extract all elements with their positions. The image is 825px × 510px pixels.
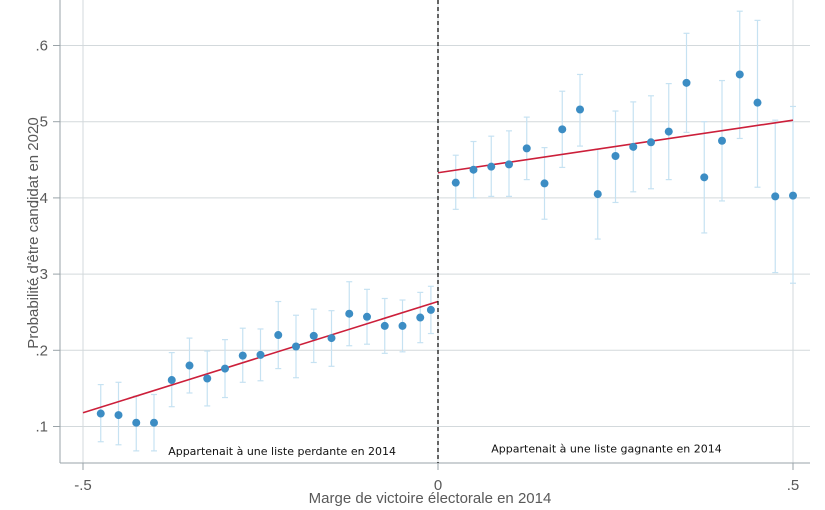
data-point — [416, 313, 425, 322]
data-point — [540, 179, 549, 188]
data-point — [451, 178, 460, 187]
data-point — [426, 305, 435, 314]
data-point — [487, 162, 496, 171]
data-point — [398, 321, 407, 330]
data-point — [327, 334, 336, 343]
data-point — [96, 409, 105, 418]
y-tick-label: .1 — [35, 419, 48, 436]
x-tick-label: .5 — [787, 477, 800, 494]
x-axis-title: Marge de victoire électorale en 2014 — [309, 490, 552, 507]
data-point — [753, 98, 762, 107]
data-point — [789, 191, 797, 200]
y-axis-title: Probabilité d'être candidat en 2020 — [25, 117, 42, 348]
error-bars — [97, 10, 796, 452]
data-point — [505, 160, 513, 169]
annotation-losing-list: Appartenait à une liste perdante en 2014 — [168, 445, 396, 458]
x-tick-label: 0 — [434, 477, 442, 494]
y-tick-label: .4 — [35, 190, 48, 207]
data-point — [664, 127, 673, 136]
data-point — [380, 321, 389, 330]
fit-line-right — [437, 119, 794, 174]
x-tick-label: -.5 — [74, 477, 92, 494]
data-point — [309, 331, 318, 340]
data-point — [682, 78, 691, 87]
data-point — [611, 151, 620, 160]
labels: Marge de victoire électorale en 2014 Pro… — [25, 117, 722, 507]
data-point — [274, 331, 283, 340]
data-point — [150, 418, 158, 427]
data-point — [114, 411, 123, 420]
data-point — [185, 361, 194, 370]
data-point — [256, 350, 265, 359]
data-point — [771, 192, 780, 201]
data-point — [593, 190, 602, 199]
data-point — [576, 105, 584, 114]
data-point — [345, 309, 354, 318]
data-point — [718, 136, 726, 145]
data-point — [629, 142, 638, 151]
data-point — [221, 364, 229, 373]
data-point — [363, 312, 371, 321]
data-point — [203, 374, 212, 383]
data-point — [469, 165, 478, 174]
data-point — [700, 173, 709, 182]
data-point — [558, 125, 567, 134]
y-tick-label: .2 — [35, 342, 48, 359]
data-point — [132, 418, 141, 427]
gridlines — [60, 0, 810, 463]
y-tick-label: .6 — [35, 38, 48, 55]
data-point — [735, 70, 744, 79]
y-tick-label: .5 — [35, 114, 48, 131]
data-point — [292, 342, 300, 351]
data-points — [96, 70, 797, 427]
data-point — [167, 376, 176, 385]
data-point — [522, 144, 531, 153]
data-point — [647, 138, 655, 147]
axes: .1 .2 .3 .4 .5 .6 -.5 0 .5 — [35, 0, 810, 494]
y-tick-label: .3 — [35, 266, 48, 283]
annotation-winning-list: Appartenait à une liste gagnante en 2014 — [491, 443, 721, 456]
data-point — [238, 351, 247, 360]
